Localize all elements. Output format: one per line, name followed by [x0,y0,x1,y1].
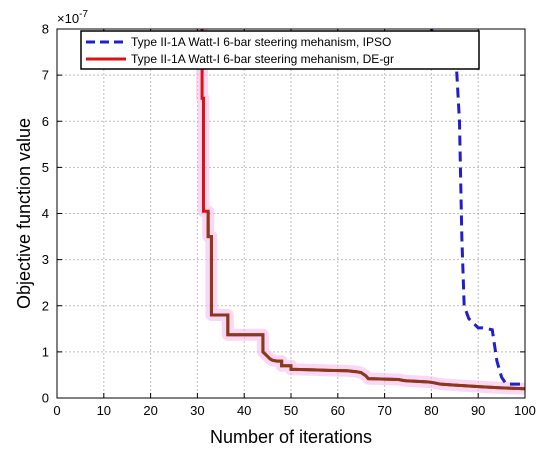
y-tick-label: 1 [42,344,49,359]
y-exponent-power: -7 [79,9,88,20]
x-tick-label: 30 [190,403,204,418]
legend-label-ipso: Type II-1A Watt-I 6-bar steering mehanis… [131,35,391,49]
x-tick-label: 60 [331,403,345,418]
x-tick-label: 0 [53,403,60,418]
series-ipso-line [429,29,525,390]
y-tick-label: 7 [42,68,49,83]
y-tick-label: 4 [42,206,49,221]
y-tick-label: 2 [42,298,49,313]
y-exponent-base: ×10 [57,11,79,26]
series-layer [196,29,525,395]
x-tick-label: 100 [514,403,536,418]
y-tick-label: 6 [42,114,49,129]
legend: Type II-1A Watt-I 6-bar steering mehanis… [80,30,480,70]
ticks: 0 10 20 30 40 50 60 70 80 90 100 0 1 2 3 4 5 6 7 8 [42,22,536,419]
y-tick-label: 8 [42,22,49,37]
grid [57,29,525,398]
x-tick-label: 20 [143,403,157,418]
y-tick-label: 3 [42,252,49,267]
y-axis-label: Objective function value [14,118,34,309]
y-tick-label: 5 [42,160,49,175]
x-tick-label: 50 [284,403,298,418]
y-tick-label: 0 [42,391,49,406]
x-tick-label: 90 [471,403,485,418]
x-tick-label: 10 [97,403,111,418]
y-exponent: ×10-7 [57,9,88,26]
x-tick-label: 70 [377,403,391,418]
legend-label-degr: Type II-1A Watt-I 6-bar steering mehanis… [131,52,394,66]
x-tick-label: 80 [424,403,438,418]
x-axis-label: Number of iterations [210,427,372,447]
x-tick-label: 40 [237,403,251,418]
series-degr-converged-line [206,211,525,391]
legend-box [80,30,480,70]
